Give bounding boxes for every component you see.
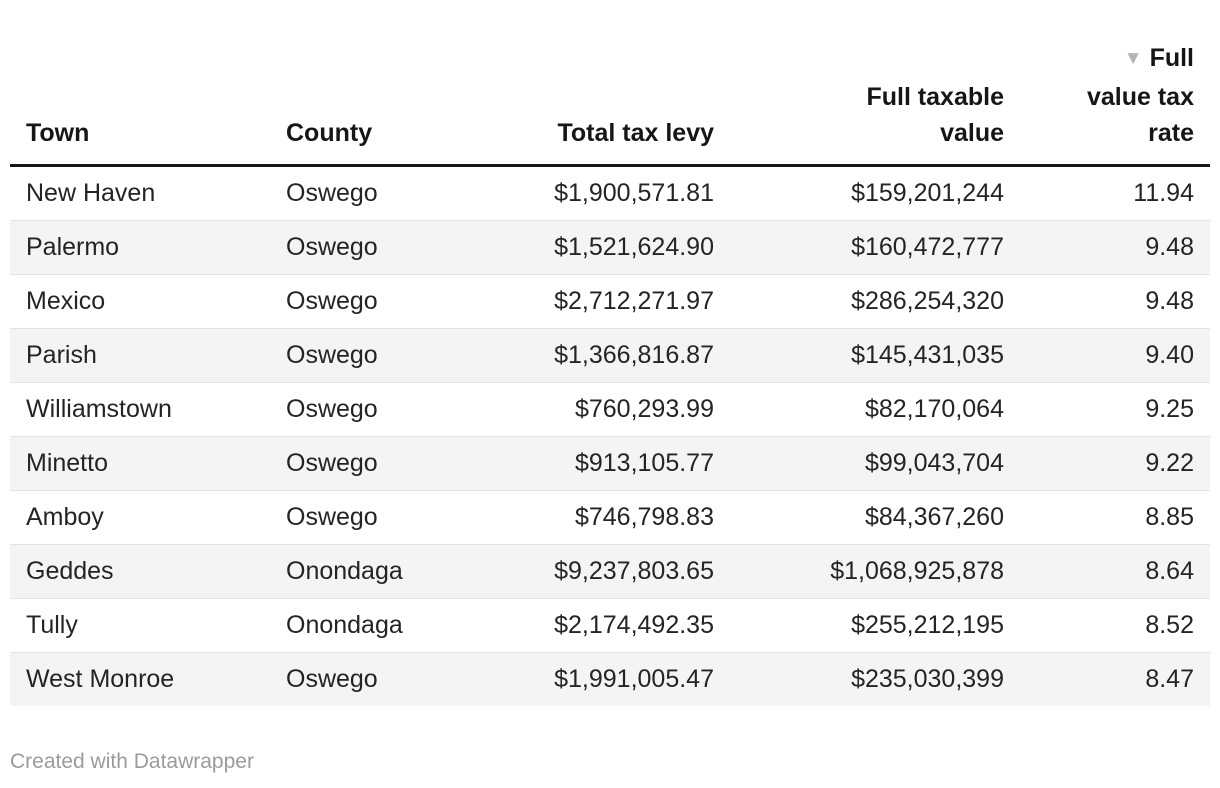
cell-value: $159,201,244 [851,179,1004,207]
cell-levy: $746,798.83 [470,490,730,545]
cell-levy: $1,900,571.81 [554,179,714,207]
cell-levy: $1,521,624.90 [470,220,730,275]
table-row: Amboy Oswego $746,798.83 $84,367,260 8.8… [10,490,1210,545]
cell-levy: $760,293.99 [470,382,730,437]
cell-rate: 8.52 [1020,598,1210,653]
cell-county: Oswego [270,220,470,275]
cell-value: $82,170,064 [730,382,1020,437]
sort-descending-icon: ▼ [1123,48,1143,69]
cell-town: Palermo [10,220,270,275]
header-line: ▼ Full [1036,40,1194,79]
col-header-total-tax-levy[interactable]: Total tax levy [470,0,730,167]
cell-levy: $9,237,803.65 [470,544,730,599]
cell-town: Tully [10,598,270,653]
cell-rate: 8.47 [1020,652,1210,706]
cell-county: Onondaga [270,544,470,599]
col-header-county[interactable]: County [270,0,470,167]
datawrapper-credit-link[interactable]: Created with Datawrapper [10,750,254,773]
col-header-town[interactable]: Town [10,0,270,167]
cell-county: Onondaga [270,598,470,653]
table-row: Tully Onondaga $2,174,492.35 $255,212,19… [10,598,1210,653]
header-line: Full taxable [866,83,1004,111]
cell-county: Oswego [286,179,378,207]
cell-town: Williamstown [10,382,270,437]
cell-rate: 8.85 [1020,490,1210,545]
col-header-full-value-tax-rate[interactable]: ▼ Full value tax rate [1020,0,1210,167]
cell-county: Oswego [270,274,470,329]
table-row: Geddes Onondaga $9,237,803.65 $1,068,925… [10,544,1210,599]
header-line: value [940,119,1004,147]
cell-rate: 9.48 [1020,274,1210,329]
cell-levy: $913,105.77 [470,436,730,491]
cell-county: Oswego [270,652,470,706]
table-row: Palermo Oswego $1,521,624.90 $160,472,77… [10,220,1210,275]
header-line: rate [1148,119,1194,147]
table-row: Mexico Oswego $2,712,271.97 $286,254,320… [10,274,1210,329]
cell-town: New Haven [26,179,156,207]
cell-county: Oswego [270,436,470,491]
cell-levy: $2,174,492.35 [470,598,730,653]
cell-town: Parish [10,328,270,383]
cell-value: $235,030,399 [730,652,1020,706]
tax-rate-table: Town County Total tax levy Full taxable … [10,0,1210,706]
cell-value: $145,431,035 [730,328,1020,383]
cell-value: $84,367,260 [730,490,1020,545]
cell-town: Amboy [10,490,270,545]
table-row: Williamstown Oswego $760,293.99 $82,170,… [10,382,1210,437]
cell-rate: 9.48 [1020,220,1210,275]
cell-town: Minetto [10,436,270,491]
cell-town: Geddes [10,544,270,599]
cell-rate: 9.40 [1020,328,1210,383]
cell-levy: $2,712,271.97 [470,274,730,329]
header-line: value tax [1086,83,1194,111]
cell-county: Oswego [270,490,470,545]
cell-town: Mexico [10,274,270,329]
cell-levy: $1,366,816.87 [470,328,730,383]
table-row: West Monroe Oswego $1,991,005.47 $235,03… [10,652,1210,706]
cell-value: $286,254,320 [730,274,1020,329]
cell-town: West Monroe [10,652,270,706]
header-line-text: Full [1149,44,1194,72]
cell-rate: 9.25 [1020,382,1210,437]
cell-rate: 8.64 [1020,544,1210,599]
cell-county: Oswego [270,328,470,383]
table-row: Minetto Oswego $913,105.77 $99,043,704 9… [10,436,1210,491]
cell-value: $1,068,925,878 [730,544,1020,599]
cell-value: $255,212,195 [730,598,1020,653]
cell-rate: 9.22 [1020,436,1210,491]
header-row: Town County Total tax levy Full taxable … [10,0,1210,167]
cell-levy: $1,991,005.47 [470,652,730,706]
table-row: Parish Oswego $1,366,816.87 $145,431,035… [10,328,1210,383]
cell-value: $99,043,704 [730,436,1020,491]
col-header-full-taxable-value[interactable]: Full taxable value [730,0,1020,167]
table-row: New Haven Oswego $1,900,571.81 $159,201,… [10,166,1210,221]
cell-value: $160,472,777 [730,220,1020,275]
cell-rate: 11.94 [1133,179,1194,207]
cell-county: Oswego [270,382,470,437]
